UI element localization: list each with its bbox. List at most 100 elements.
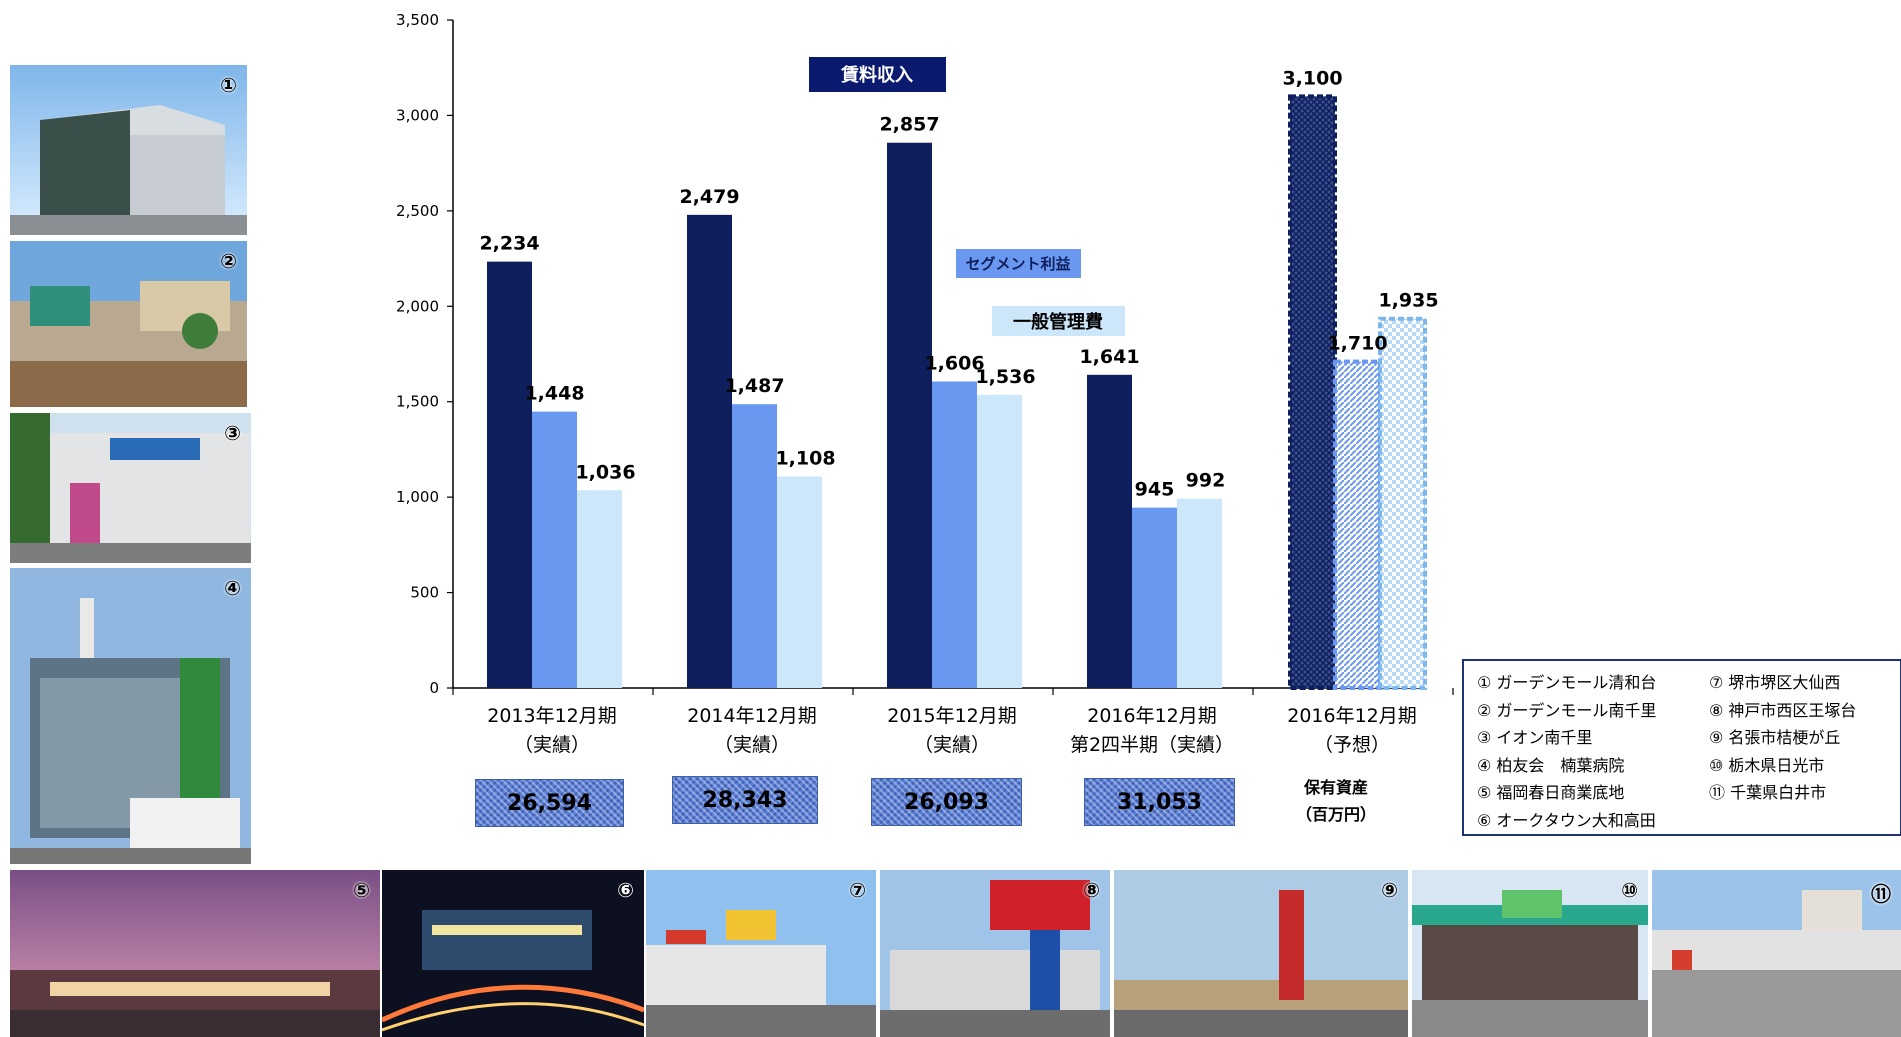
asset-value: 31,053: [1117, 789, 1202, 815]
property-photo-11: ⑪: [1652, 870, 1901, 1037]
building-photo-icon: [880, 870, 1110, 1037]
category-line2: （実績）: [913, 734, 990, 756]
asset-value: 28,343: [702, 787, 788, 813]
category-line2: （実績）: [713, 734, 790, 756]
category-line2: 第2四半期（実績）: [1069, 734, 1235, 756]
photo-number: ⑦: [849, 878, 866, 902]
bar: [1378, 316, 1427, 690]
property-legend-item: ⑨ 名張市桔梗が丘: [1709, 728, 1841, 748]
data-label: 1,448: [524, 383, 584, 405]
property-photo-6: ⑥: [382, 870, 644, 1037]
data-label: 1,487: [724, 375, 784, 397]
y-tick-label: 3,000: [396, 106, 439, 124]
bar: [932, 381, 977, 688]
building-photo-icon: [10, 870, 380, 1037]
bar: [487, 261, 532, 688]
data-label: 2,479: [679, 186, 739, 208]
bar: [777, 476, 822, 688]
building-photo-icon: [10, 568, 251, 864]
data-label: 1,536: [975, 366, 1035, 388]
property-legend-item: ③ イオン南千里: [1477, 728, 1593, 748]
data-label: 1,606: [924, 352, 984, 374]
revenue-bar-chart: 0 500 1,000 1,500 2,000 2,500 3,000 3,500 2,234…: [360, 0, 1490, 720]
photo-number: ⑪: [1871, 882, 1891, 906]
y-tick-label: 500: [410, 584, 439, 602]
legend-admin-cost: 一般管理費: [992, 306, 1125, 336]
property-legend-item: ⑤ 福岡春日商業底地: [1477, 783, 1625, 803]
asset-value-box: 26,594: [475, 779, 624, 827]
y-tick-label: 0: [429, 679, 439, 697]
property-photo-4: ④: [10, 568, 251, 864]
legend-segment-profit: セグメント利益: [956, 249, 1081, 278]
bar: [687, 214, 732, 688]
building-photo-icon: [1652, 870, 1901, 1037]
bar: [977, 394, 1022, 688]
category-label: 2016年12月期 第2四半期（実績）: [1052, 702, 1252, 760]
category-line1: 2014年12月期: [687, 705, 817, 727]
property-legend-item: ① ガーデンモール清和台: [1477, 673, 1657, 692]
bar: [1177, 498, 1222, 688]
data-label: 1,710: [1327, 333, 1387, 355]
property-legend-item: ⑦ 堺市堺区大仙西: [1709, 673, 1841, 692]
data-label: 1,036: [575, 461, 635, 483]
property-photo-3: ③: [10, 413, 251, 563]
asset-value: 26,093: [904, 789, 989, 815]
property-legend-item: ⑩ 栃木県日光市: [1709, 755, 1825, 775]
data-label: 945: [1135, 479, 1175, 501]
y-tick-label: 1,000: [396, 488, 439, 506]
asset-value-box: 28,343: [672, 776, 818, 824]
category-label: 2014年12月期 （実績）: [652, 702, 852, 760]
property-legend-item: ⑪ 千葉県白井市: [1709, 783, 1827, 803]
category-line1: 2015年12月期: [887, 705, 1017, 727]
building-photo-icon: [1114, 870, 1408, 1037]
photo-number: ⑤: [353, 878, 370, 902]
property-legend-col1: ① ガーデンモール清和台 ② ガーデンモール南千里 ③ イオン南千里 ④ 柏友会…: [1477, 669, 1656, 835]
building-photo-icon: [10, 65, 247, 235]
property-legend-item: ② ガーデンモール南千里: [1477, 700, 1657, 720]
building-photo-icon: [10, 241, 247, 407]
bar: [577, 490, 622, 688]
y-tick-label: 2,500: [396, 202, 439, 220]
property-legend-col2: ⑦ 堺市堺区大仙西 ⑧ 神戸市西区王塚台 ⑨ 名張市桔梗が丘 ⑩ 栃木県日光市 …: [1709, 669, 1856, 807]
asset-value-box: 31,053: [1084, 778, 1235, 826]
y-tick-label: 1,500: [396, 393, 439, 411]
category-line1: 2016年12月期: [1087, 705, 1217, 727]
property-photo-10: ⑩: [1412, 870, 1648, 1037]
category-line1: 2016年12月期: [1287, 705, 1417, 727]
category-line2: （予想）: [1313, 734, 1390, 756]
property-legend-item: ⑥ オークタウン大和高田: [1477, 810, 1656, 830]
building-photo-icon: [382, 870, 644, 1037]
category-label: 2016年12月期 （予想）: [1252, 702, 1452, 760]
category-line1: 2013年12月期: [487, 705, 617, 727]
photo-number: ⑥: [617, 878, 634, 902]
building-photo-icon: [1412, 870, 1648, 1037]
photo-number: ①: [220, 73, 237, 97]
property-photo-1: ①: [10, 65, 247, 235]
property-legend-item: ④ 柏友会 楠葉病院: [1477, 755, 1625, 775]
asset-value: 26,594: [507, 790, 592, 816]
asset-label-line2: （百万円）: [1296, 805, 1377, 824]
y-tick-label: 2,000: [396, 297, 439, 315]
data-label: 992: [1186, 470, 1226, 492]
property-photo-5: ⑤: [10, 870, 380, 1037]
data-label: 1,641: [1079, 346, 1139, 368]
legend-label: 賃料収入: [840, 64, 913, 86]
bar: [732, 404, 777, 688]
data-label: 1,935: [1378, 290, 1438, 312]
bar: [532, 411, 577, 688]
data-label: 2,234: [479, 233, 539, 255]
property-photo-2: ②: [10, 241, 247, 407]
photo-number: ③: [224, 421, 241, 445]
photo-number: ④: [224, 576, 241, 600]
legend-label: 一般管理費: [1013, 311, 1103, 333]
property-legend-item: ⑧ 神戸市西区王塚台: [1709, 700, 1857, 720]
category-label: 2013年12月期 （実績）: [452, 702, 652, 760]
building-photo-icon: [646, 870, 876, 1037]
bar: [1087, 374, 1132, 688]
bar: [887, 142, 932, 689]
asset-label: 保有資産 （百万円）: [1296, 774, 1376, 828]
photo-number: ⑨: [1381, 878, 1398, 902]
photo-number: ⑧: [1083, 878, 1100, 902]
building-photo-icon: [10, 413, 251, 563]
legend-rent-income: 賃料収入: [809, 57, 946, 92]
